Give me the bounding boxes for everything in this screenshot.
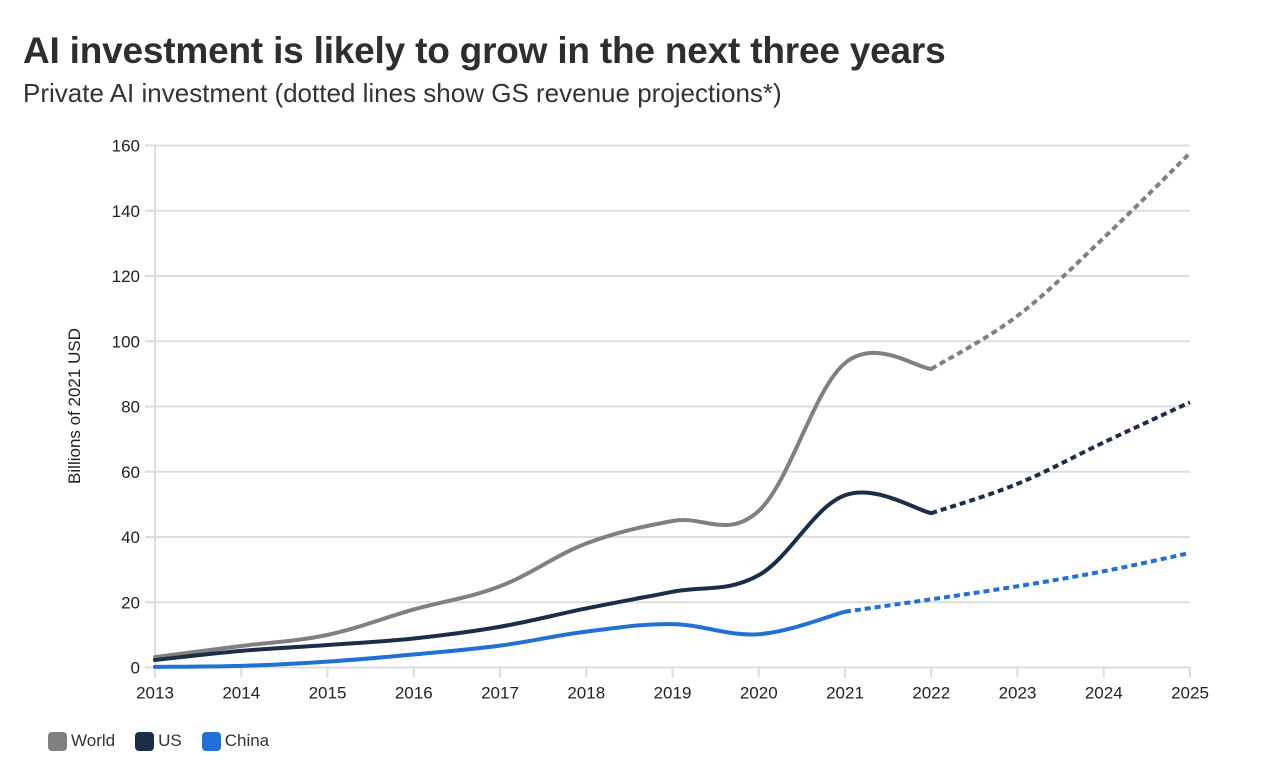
data-point-china [497,643,503,649]
data-point-world [670,518,676,524]
line-china-actual [153,609,847,669]
data-point-china [325,659,331,665]
gridlines [145,144,1191,678]
legend-label: China [224,731,270,750]
data-point-china [583,629,589,635]
x-tick-label: 2019 [654,684,692,703]
data-point-us [928,510,934,516]
data-point-us [411,635,417,641]
x-tick-label: 2015 [309,684,347,703]
legend-item-world[interactable]: World [48,731,115,751]
chart-subtitle: Private AI investment (dotted lines show… [23,78,782,108]
legend-label: World [71,731,116,750]
x-tick-label: 2022 [912,684,950,703]
data-point-world [325,632,331,638]
y-axis-ticks: 0 20 40 60 80 100 120 140 160 [112,137,140,678]
data-point-china [670,621,676,627]
data-point-us [756,572,762,578]
series-lines [152,150,1193,670]
data-point-china [1015,583,1021,589]
legend-swatch-us [135,731,155,751]
data-point-us [152,657,158,663]
data-point-china [152,664,158,670]
line-china-projection [844,551,1191,614]
y-tick-label: 160 [112,137,140,156]
x-tick-label: 2017 [481,684,519,703]
data-point-world [583,541,589,547]
data-point-world [1187,150,1193,156]
data-point-world [756,508,762,514]
data-point-china [238,663,244,669]
x-tick-label: 2021 [826,684,864,703]
data-point-us [1101,439,1107,445]
y-tick-label: 120 [112,267,140,286]
data-point-china [928,596,934,602]
data-point-us [325,642,331,648]
data-point-china [842,609,848,615]
y-tick-label: 40 [121,528,140,547]
legend-swatch-world [48,731,67,751]
data-point-china [411,651,417,657]
data-point-china [756,631,762,637]
legend-swatch-china [201,731,221,751]
data-point-china [1187,550,1193,556]
data-point-world [928,366,934,372]
data-point-us [238,648,244,654]
data-point-us [1187,399,1193,405]
legend-item-us[interactable]: US [135,731,182,751]
data-point-world [1101,235,1107,241]
data-point-us [583,605,589,611]
data-point-world [497,583,503,589]
x-tick-label: 2016 [395,684,433,703]
data-point-world [842,360,848,366]
x-tick-label: 2020 [740,684,778,703]
x-tick-label: 2018 [567,684,605,703]
legend: World US China [48,731,289,751]
line-us-actual [153,490,934,662]
y-tick-label: 140 [112,202,140,221]
line-world-projection [930,151,1192,371]
x-tick-label: 2014 [222,684,260,703]
y-tick-label: 0 [131,659,140,678]
data-point-world [1015,313,1021,319]
y-tick-label: 20 [121,593,140,612]
y-tick-label: 100 [112,332,140,351]
data-point-us [670,589,676,595]
legend-item-china[interactable]: China [201,731,270,751]
chart-title: AI investment is likely to grow in the n… [23,30,946,71]
x-axis-ticks: 2013 2014 2015 2016 2017 2018 2019 2020 2021 2022… [136,684,1209,703]
legend-label: US [158,731,182,750]
series-world [153,150,1193,660]
x-tick-label: 2024 [1085,684,1123,703]
series-china [152,550,1193,670]
y-tick-label: 80 [121,398,140,417]
x-tick-label: 2013 [136,684,174,703]
series-us [152,399,1193,663]
data-point-us [842,492,848,498]
x-tick-label: 2023 [999,684,1037,703]
data-point-us [497,624,503,630]
line-world-actual [153,350,934,660]
data-point-us [1015,481,1021,487]
data-point-china [1101,568,1107,574]
y-tick-label: 60 [121,463,140,482]
y-axis-label: Billions of 2021 USD [65,328,84,484]
line-us-projection [930,400,1191,516]
data-point-world [411,606,417,612]
x-tick-label: 2025 [1171,684,1209,703]
